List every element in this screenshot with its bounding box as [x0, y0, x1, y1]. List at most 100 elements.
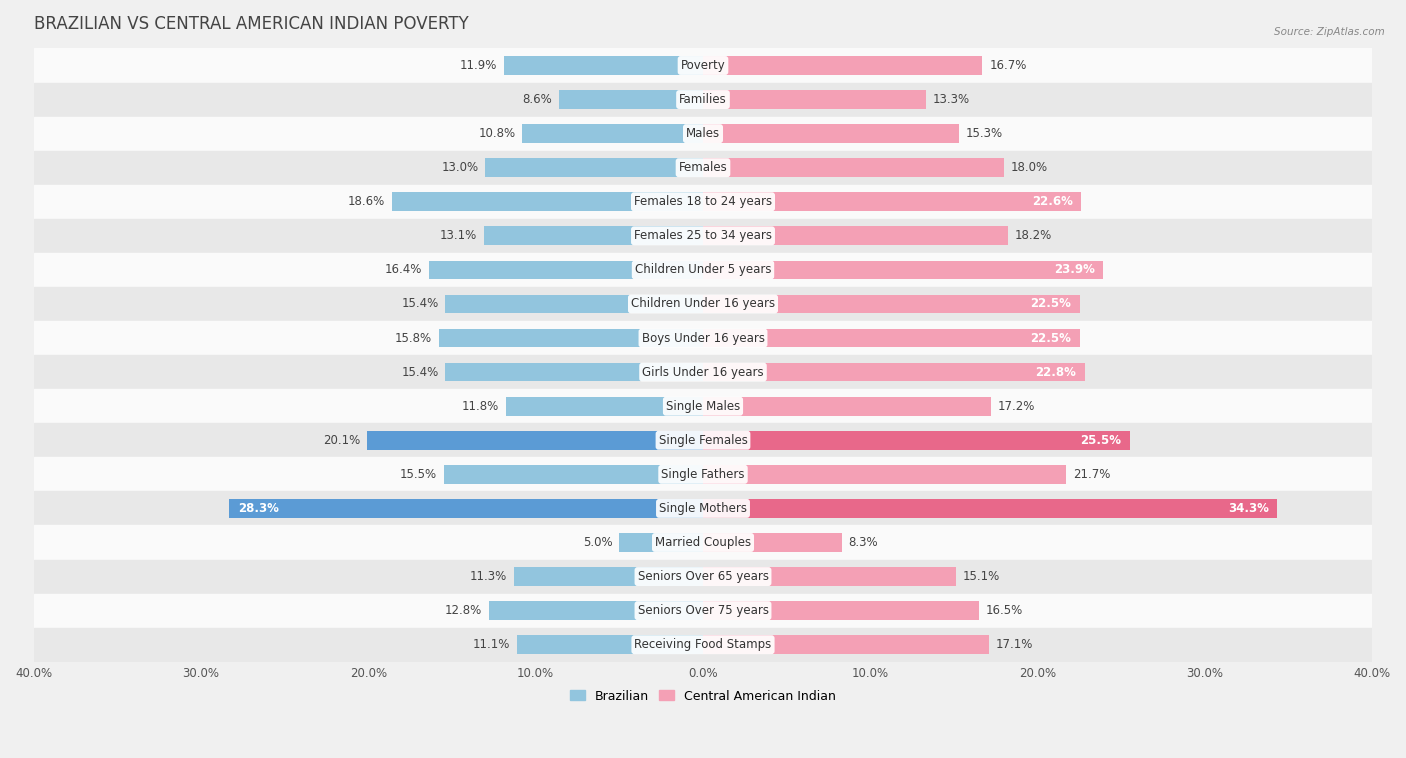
Bar: [34, 457, 1372, 491]
Text: Single Mothers: Single Mothers: [659, 502, 747, 515]
Bar: [703, 227, 1008, 245]
Bar: [703, 261, 1102, 279]
Text: 21.7%: 21.7%: [1073, 468, 1111, 481]
Bar: [517, 635, 703, 654]
Bar: [34, 287, 1372, 321]
Text: 15.3%: 15.3%: [966, 127, 1002, 140]
Bar: [34, 185, 1372, 219]
Text: 17.1%: 17.1%: [995, 638, 1033, 651]
Text: Single Fathers: Single Fathers: [661, 468, 745, 481]
Bar: [34, 83, 1372, 117]
Text: Married Couples: Married Couples: [655, 536, 751, 549]
Bar: [34, 628, 1372, 662]
Text: 18.6%: 18.6%: [347, 196, 385, 208]
Bar: [446, 363, 703, 381]
Bar: [367, 431, 703, 449]
Text: Families: Families: [679, 93, 727, 106]
Bar: [34, 253, 1372, 287]
Text: Seniors Over 65 years: Seniors Over 65 years: [637, 570, 769, 583]
Bar: [34, 559, 1372, 594]
Text: 12.8%: 12.8%: [444, 604, 482, 617]
Text: 23.9%: 23.9%: [1053, 264, 1095, 277]
Bar: [34, 117, 1372, 151]
Text: 15.1%: 15.1%: [963, 570, 1000, 583]
Bar: [703, 329, 1080, 347]
Bar: [560, 90, 703, 109]
Bar: [703, 499, 1277, 518]
Text: Males: Males: [686, 127, 720, 140]
Text: 20.1%: 20.1%: [322, 434, 360, 446]
Bar: [489, 601, 703, 620]
Text: 34.3%: 34.3%: [1227, 502, 1268, 515]
Bar: [484, 227, 703, 245]
Bar: [34, 525, 1372, 559]
Text: Source: ZipAtlas.com: Source: ZipAtlas.com: [1274, 27, 1385, 36]
Bar: [703, 431, 1130, 449]
Text: 11.3%: 11.3%: [470, 570, 508, 583]
Text: 11.8%: 11.8%: [461, 399, 499, 412]
Bar: [34, 151, 1372, 185]
Bar: [506, 397, 703, 415]
Text: 13.0%: 13.0%: [441, 161, 478, 174]
Text: 25.5%: 25.5%: [1080, 434, 1122, 446]
Bar: [522, 124, 703, 143]
Text: 16.7%: 16.7%: [990, 59, 1026, 72]
Text: Single Males: Single Males: [666, 399, 740, 412]
Legend: Brazilian, Central American Indian: Brazilian, Central American Indian: [565, 684, 841, 708]
Bar: [703, 158, 1004, 177]
Text: 11.1%: 11.1%: [474, 638, 510, 651]
Bar: [703, 124, 959, 143]
Bar: [34, 491, 1372, 525]
Text: Single Females: Single Females: [658, 434, 748, 446]
Bar: [34, 355, 1372, 389]
Bar: [443, 465, 703, 484]
Bar: [429, 261, 703, 279]
Text: Receiving Food Stamps: Receiving Food Stamps: [634, 638, 772, 651]
Text: 22.8%: 22.8%: [1035, 365, 1076, 379]
Text: 15.4%: 15.4%: [401, 365, 439, 379]
Text: 16.5%: 16.5%: [986, 604, 1024, 617]
Text: Females 25 to 34 years: Females 25 to 34 years: [634, 230, 772, 243]
Bar: [703, 601, 979, 620]
Bar: [703, 533, 842, 552]
Bar: [34, 594, 1372, 628]
Text: 10.8%: 10.8%: [478, 127, 516, 140]
Text: Poverty: Poverty: [681, 59, 725, 72]
Text: 11.9%: 11.9%: [460, 59, 498, 72]
Text: 15.8%: 15.8%: [395, 331, 432, 345]
Text: 8.3%: 8.3%: [849, 536, 879, 549]
Text: Children Under 16 years: Children Under 16 years: [631, 297, 775, 311]
Bar: [703, 90, 925, 109]
Text: Females 18 to 24 years: Females 18 to 24 years: [634, 196, 772, 208]
Bar: [392, 193, 703, 211]
Bar: [703, 193, 1081, 211]
Bar: [703, 56, 983, 75]
Bar: [34, 389, 1372, 423]
Text: 13.3%: 13.3%: [932, 93, 969, 106]
Bar: [619, 533, 703, 552]
Text: 15.4%: 15.4%: [401, 297, 439, 311]
Bar: [439, 329, 703, 347]
Text: Seniors Over 75 years: Seniors Over 75 years: [637, 604, 769, 617]
Bar: [446, 295, 703, 313]
Text: 28.3%: 28.3%: [238, 502, 278, 515]
Bar: [703, 465, 1066, 484]
Text: BRAZILIAN VS CENTRAL AMERICAN INDIAN POVERTY: BRAZILIAN VS CENTRAL AMERICAN INDIAN POV…: [34, 15, 468, 33]
Text: Boys Under 16 years: Boys Under 16 years: [641, 331, 765, 345]
Bar: [703, 567, 956, 586]
Text: 5.0%: 5.0%: [583, 536, 613, 549]
Bar: [34, 423, 1372, 457]
Bar: [229, 499, 703, 518]
Bar: [34, 321, 1372, 355]
Text: Females: Females: [679, 161, 727, 174]
Bar: [703, 295, 1080, 313]
Text: 22.5%: 22.5%: [1031, 331, 1071, 345]
Text: 15.5%: 15.5%: [399, 468, 437, 481]
Bar: [703, 635, 990, 654]
Text: 13.1%: 13.1%: [440, 230, 477, 243]
Text: 18.2%: 18.2%: [1014, 230, 1052, 243]
Text: Children Under 5 years: Children Under 5 years: [634, 264, 772, 277]
Text: 18.0%: 18.0%: [1011, 161, 1047, 174]
Bar: [503, 56, 703, 75]
Bar: [34, 49, 1372, 83]
